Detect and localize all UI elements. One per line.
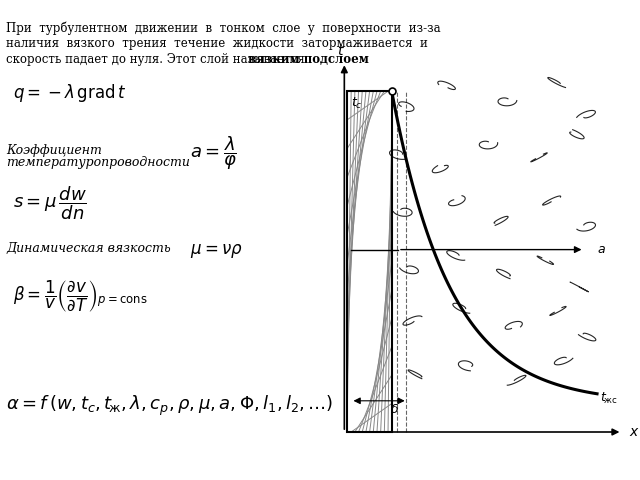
Text: $x$: $x$ bbox=[628, 425, 639, 439]
Text: $\beta = \dfrac{1}{v}\left(\dfrac{\partial v}{\partial T}\right)_{p=\mathrm{cons: $\beta = \dfrac{1}{v}\left(\dfrac{\parti… bbox=[13, 278, 147, 314]
Text: вязким подслоем: вязким подслоем bbox=[248, 53, 369, 66]
Text: температуропроводности: температуропроводности bbox=[6, 156, 190, 169]
Text: $t_c$: $t_c$ bbox=[351, 96, 362, 111]
Text: наличия  вязкого  трения  течение  жидкости  затормаживается  и: наличия вязкого трения течение жидкости … bbox=[6, 37, 428, 50]
Text: $\delta$: $\delta$ bbox=[390, 403, 399, 416]
Text: $\alpha = f\,(w, t_c, t_{\!\text{ж}}, \lambda, c_p, \rho, \mu, a, \Phi, l_1, l_2: $\alpha = f\,(w, t_c, t_{\!\text{ж}}, \l… bbox=[6, 394, 333, 418]
Text: $t$: $t$ bbox=[337, 44, 345, 58]
Text: $q = -\lambda\,\mathrm{grad}\,t$: $q = -\lambda\,\mathrm{grad}\,t$ bbox=[13, 82, 127, 104]
Text: $a = \dfrac{\lambda}{\varphi}$: $a = \dfrac{\lambda}{\varphi}$ bbox=[189, 134, 237, 172]
Text: Динамическая вязкость: Динамическая вязкость bbox=[6, 242, 171, 255]
Text: При  турбулентном  движении  в  тонком  слое  у  поверхности  из-за: При турбулентном движении в тонком слое … bbox=[6, 22, 441, 35]
Text: $a$: $a$ bbox=[597, 243, 606, 256]
Text: Коэффициент: Коэффициент bbox=[6, 144, 102, 157]
Bar bbox=[348, 91, 392, 432]
Text: скорость падает до нуля. Этот слой называется: скорость падает до нуля. Этот слой назыв… bbox=[6, 53, 309, 66]
Text: .: . bbox=[319, 53, 323, 66]
Text: $s = \mu\,\dfrac{dw}{dn}$: $s = \mu\,\dfrac{dw}{dn}$ bbox=[13, 185, 86, 222]
Text: $t_{\!\text{жс}}$: $t_{\!\text{жс}}$ bbox=[600, 391, 618, 406]
Text: $\mu = \nu\rho$: $\mu = \nu\rho$ bbox=[189, 242, 243, 260]
